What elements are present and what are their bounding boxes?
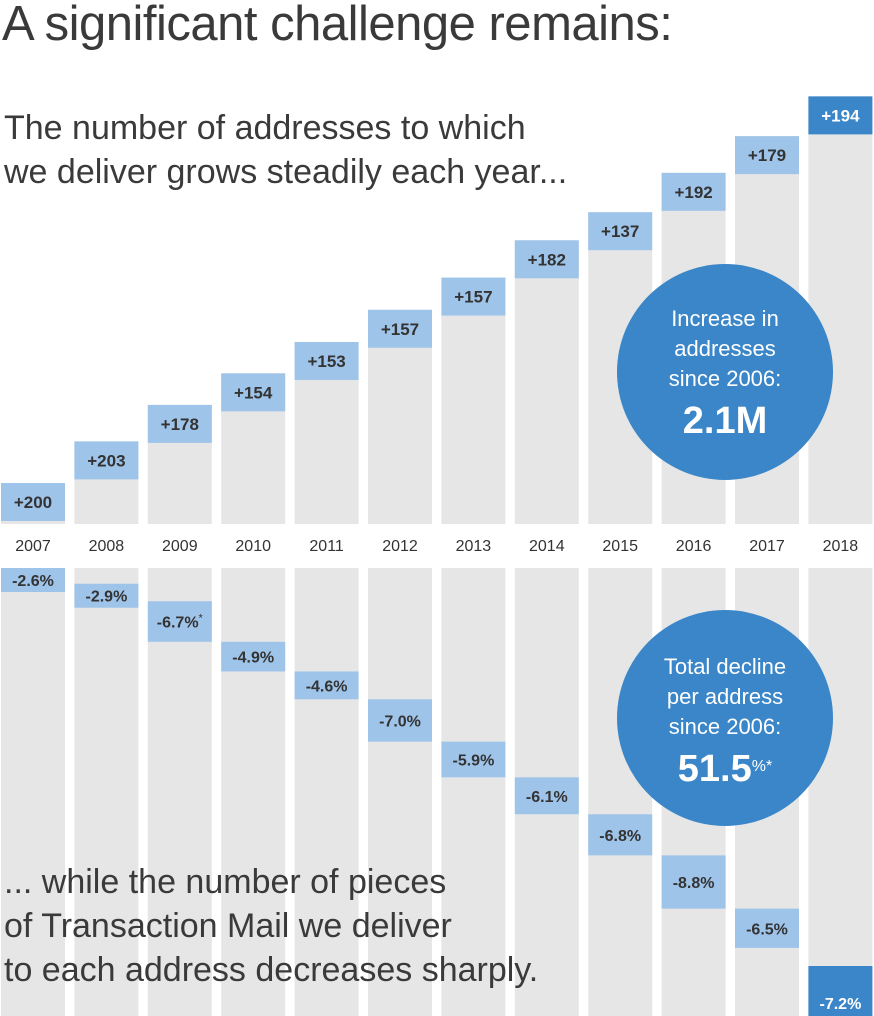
bar-top-label-2007: +200	[14, 493, 52, 512]
background-columns	[1, 96, 873, 1016]
bar-bottom-2013	[441, 741, 506, 778]
bar-top-2009	[147, 404, 212, 443]
bar-top-label-2009: +178	[161, 415, 199, 434]
bubble-bottom-number: 51.5	[677, 748, 752, 790]
bar-bottom-2017	[735, 908, 799, 948]
bar-top-2008	[74, 441, 139, 480]
bar-top-label-2017: +179	[748, 146, 786, 165]
bubble-bottom-line-3: since 2006:	[668, 714, 782, 739]
bubble-top-line-3: since 2006:	[668, 366, 782, 391]
column-top-2014	[514, 240, 579, 524]
column-bottom-2013	[441, 568, 506, 1016]
year-label-2016: 2016	[676, 538, 712, 555]
bar-bottom-mark-2009: *	[199, 613, 204, 625]
bar-bottom-2016	[661, 855, 726, 909]
bar-bottom-label-2014: -6.1%	[526, 789, 568, 806]
bar-bottom-2014	[514, 777, 579, 815]
bubble-bottom-value: 51.5%*	[617, 744, 833, 794]
total-decline-bubble: Total decline per address since 2006: 51…	[617, 610, 833, 826]
bubble-top-line-2: addresses	[674, 336, 776, 361]
bar-bottom-label-2017: -6.5%	[746, 921, 788, 938]
year-label-2018: 2018	[823, 538, 859, 555]
bar-top-2014	[514, 240, 579, 279]
bar-top-2007	[1, 483, 65, 521]
bar-bottom-label-2016: -8.8%	[673, 875, 715, 892]
bar-bottom-label-2018: -7.2%	[820, 996, 862, 1013]
bar-bottom-2018	[808, 966, 873, 1016]
bar-bottom-label-2011: -4.6%	[306, 678, 348, 695]
bar-bottom-2011	[294, 671, 359, 700]
bar-bottom-2010	[221, 641, 286, 672]
bubble-bottom-line-2: per address	[666, 684, 784, 709]
bubble-bottom-line-1: Total decline	[663, 654, 787, 679]
bar-bottom-2007	[1, 568, 65, 592]
caption-top: The number of addresses to which we deli…	[4, 106, 567, 194]
bar-top-label-2014: +182	[528, 250, 566, 269]
caption-bottom-line-1: ... while the number of pieces	[4, 863, 447, 901]
year-label-2008: 2008	[89, 538, 125, 555]
bubble-bottom-suffix: %*	[751, 758, 773, 775]
year-label-2014: 2014	[529, 538, 565, 555]
year-label-2009: 2009	[162, 538, 198, 555]
bar-top-2018	[808, 96, 873, 135]
bar-top-2013	[441, 277, 506, 316]
bar-bottom-2012	[368, 699, 432, 742]
bar-bottom-label-2008: -2.9%	[86, 589, 128, 606]
bubble-top-value: 2.1M	[682, 400, 768, 442]
bar-top-label-2015: +137	[601, 222, 639, 241]
column-bottom-2011	[294, 568, 359, 1016]
year-label-2010: 2010	[235, 538, 271, 555]
bar-top-2012	[368, 309, 432, 348]
year-label-2015: 2015	[602, 538, 638, 555]
bar-top-2015	[588, 212, 653, 251]
bar-top-2016	[661, 172, 726, 211]
caption-bottom-line-2: of Transaction Mail we deliver	[4, 907, 452, 945]
headline: A significant challenge remains:	[2, 0, 673, 51]
column-bottom-2008	[74, 568, 139, 1016]
column-top-2018	[808, 96, 873, 525]
bar-top-label-2018: +194	[821, 106, 860, 125]
column-top-2013	[441, 277, 506, 524]
bar-bottom-label-2009: -6.7%*	[157, 613, 204, 632]
bar-top-2011	[294, 341, 359, 380]
caption-top-line-1: The number of addresses to which	[4, 109, 526, 147]
column-bottom-2007	[1, 568, 65, 1016]
bubble-top-line-1: Increase in	[671, 306, 779, 331]
bar-bottom-label-2012: -7.0%	[379, 713, 421, 730]
bar-bottom-label-2007: -2.6%	[12, 573, 54, 590]
bar-bottom-label-2015: -6.8%	[599, 828, 641, 845]
column-bottom-2009	[147, 568, 212, 1016]
year-axis: 2007 2008 2009 2010 2011 2012 2013 2014 2015 2016…	[15, 538, 858, 555]
address-increase-bubble: Increase in addresses since 2006: 2.1M	[617, 264, 833, 480]
year-label-2013: 2013	[456, 538, 492, 555]
mail-decline-series: -2.6% -2.9% -6.7%* -4.9% -4.6% -7.0% -5.9% -6.1…	[1, 568, 873, 1016]
bar-bottom-2009	[147, 601, 212, 642]
bar-top-label-2010: +154	[234, 383, 273, 402]
caption-top-line-2: we deliver grows steadily each year...	[4, 153, 568, 191]
bar-top-label-2008: +203	[87, 451, 125, 470]
year-label-2017: 2017	[749, 538, 785, 555]
column-bottom-2012	[368, 568, 432, 1016]
year-label-2012: 2012	[382, 538, 418, 555]
bar-bottom-2015	[588, 814, 653, 856]
caption-bottom-line-3: to each address decreases sharply.	[4, 951, 539, 989]
year-label-2011: 2011	[309, 538, 344, 555]
bar-top-label-2011: +153	[307, 352, 345, 371]
column-bottom-2015	[588, 568, 653, 1016]
bar-top-label-2016: +192	[674, 183, 712, 202]
bar-bottom-label-2013: -5.9%	[453, 752, 495, 769]
bar-top-2017	[735, 136, 799, 175]
bar-top-label-2012: +157	[381, 320, 419, 339]
column-bottom-2018	[808, 568, 873, 1016]
bar-top-label-2013: +157	[454, 288, 492, 307]
bar-bottom-2008	[74, 583, 139, 608]
bar-top-2010	[221, 373, 286, 412]
address-growth-series: +200 +203 +178 +154 +153 +157 +157 +182 +137 +192…	[1, 96, 873, 521]
bar-bottom-label-2010: -4.9%	[232, 650, 274, 667]
caption-bottom: ... while the number of pieces of Transa…	[4, 860, 538, 992]
year-label-2007: 2007	[15, 538, 51, 555]
